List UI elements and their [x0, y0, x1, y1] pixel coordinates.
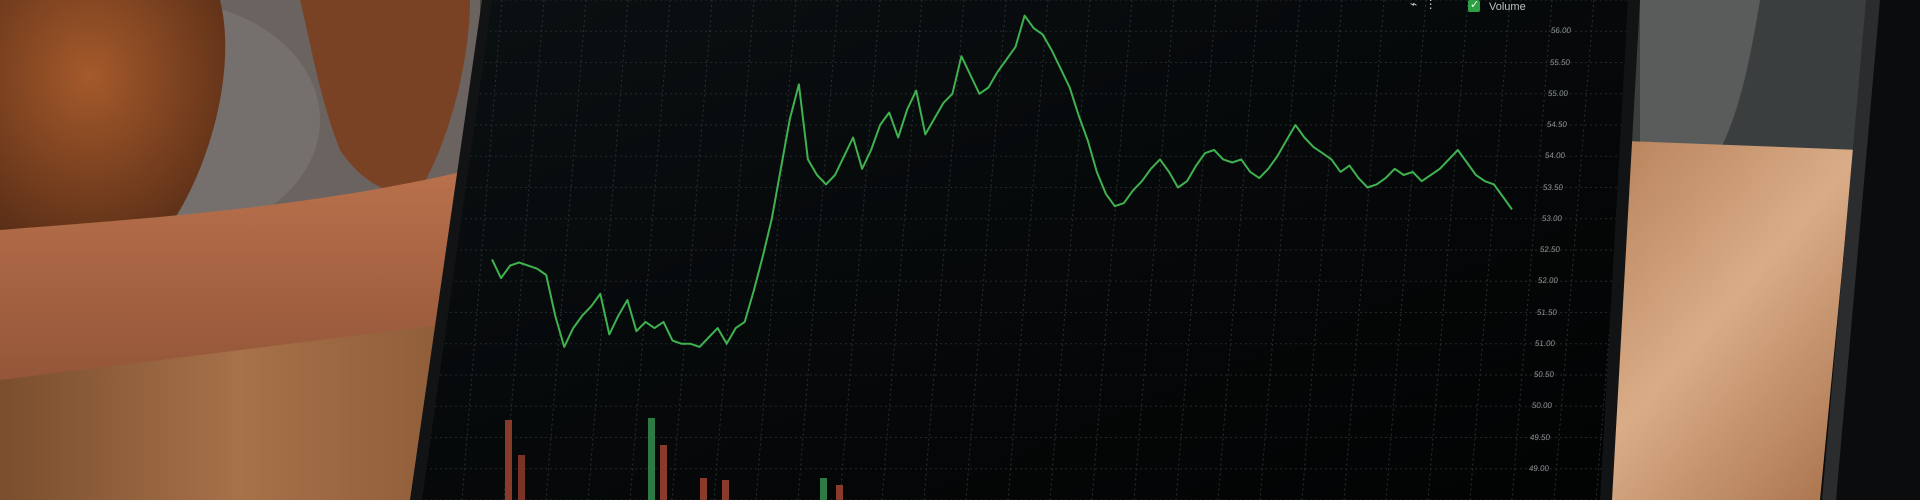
price-series — [491, 14, 1513, 348]
volume-bar — [505, 420, 512, 500]
chart-toolbar-icons[interactable]: ⌁ ⋮ — [1410, 0, 1437, 11]
volume-bar — [648, 418, 655, 500]
indicator-icon[interactable]: ⌁ — [1410, 0, 1418, 11]
checkmark-icon: ✓ — [1470, 0, 1480, 11]
volume-bars — [505, 418, 843, 500]
grid-line-vertical — [713, 0, 755, 500]
price-line — [491, 14, 1513, 348]
grid-line-vertical — [1343, 0, 1385, 500]
grid-line-vertical — [1217, 0, 1259, 500]
grid-line-vertical — [1007, 0, 1049, 500]
volume-bar — [836, 485, 843, 500]
grid-line-vertical — [797, 0, 839, 500]
volume-bar — [660, 445, 667, 500]
volume-checkbox[interactable]: ✓ — [1468, 0, 1480, 12]
grid-line-vertical — [1427, 0, 1469, 500]
grid-line-vertical — [503, 0, 545, 500]
volume-bar — [518, 455, 525, 500]
chart-grid — [422, 0, 1628, 500]
more-options-icon[interactable]: ⋮ — [1424, 0, 1437, 11]
legend-volume-label[interactable]: Volume — [1489, 1, 1526, 13]
grid-line-vertical — [923, 0, 965, 500]
volume-bar — [700, 478, 707, 500]
volume-bar — [722, 480, 729, 500]
grid-line-vertical — [587, 0, 629, 500]
grid-line-vertical — [1553, 0, 1595, 500]
volume-bar — [820, 478, 827, 500]
grid-line-vertical — [1133, 0, 1175, 500]
